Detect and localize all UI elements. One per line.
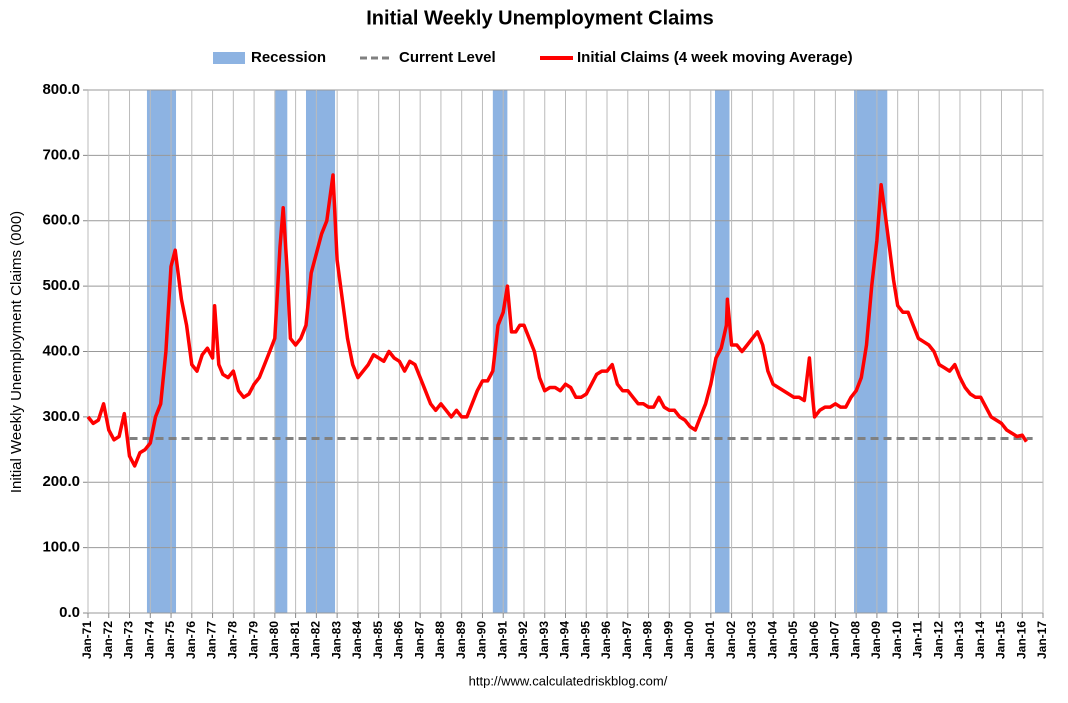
x-tick-label: Jan-17	[1035, 621, 1049, 659]
y-tick-label: 100.0	[42, 539, 80, 556]
x-tick-label: Jan-75	[163, 621, 177, 659]
x-tick-label: Jan-09	[869, 621, 883, 659]
x-tick-label: Jan-99	[661, 621, 675, 659]
x-tick-label: Jan-73	[122, 621, 136, 659]
series-line	[86, 173, 1028, 468]
y-tick-label: 400.0	[42, 342, 80, 359]
y-tick-label: 700.0	[42, 146, 80, 163]
y-tick-label: 0.0	[59, 604, 80, 621]
x-tick-label: Jan-03	[745, 621, 759, 659]
x-tick-label: Jan-91	[495, 621, 509, 659]
source: http://www.calculatedriskblog.com/	[469, 673, 668, 688]
x-tick-label: Jan-00	[682, 621, 696, 659]
x-tick-label: Jan-76	[184, 621, 198, 659]
x-tick-label: Jan-71	[80, 621, 94, 659]
x-tick-label: Jan-74	[142, 621, 156, 659]
x-tick-label: Jan-08	[848, 621, 862, 659]
y-tick-label: 500.0	[42, 277, 80, 294]
x-tick-label: Jan-72	[101, 621, 115, 659]
x-tick-label: Jan-82	[309, 621, 323, 659]
x-tick-label: Jan-10	[890, 621, 904, 659]
x-tick-label: Jan-96	[599, 621, 613, 659]
x-tick-label: Jan-77	[205, 621, 219, 659]
x-tick-label: Jan-13	[952, 621, 966, 659]
x-tick-label: Jan-02	[724, 621, 738, 659]
legend-label: Initial Claims (4 week moving Average)	[577, 49, 853, 66]
x-tick-label: Jan-81	[288, 621, 302, 659]
x-tick-label: Jan-14	[973, 621, 987, 659]
x-tick-label: Jan-97	[620, 621, 634, 659]
x-tick-label: Jan-05	[786, 621, 800, 659]
y-tick-label: 800.0	[42, 81, 80, 98]
x-tick-label: Jan-04	[765, 621, 779, 659]
x-tick-label: Jan-98	[641, 621, 655, 659]
y-tick-label: 300.0	[42, 408, 80, 425]
x-tick-label: Jan-92	[516, 621, 530, 659]
x-tick-label: Jan-86	[392, 621, 406, 659]
x-tick-label: Jan-79	[246, 621, 260, 659]
x-tick-label: Jan-78	[225, 621, 239, 659]
y-tick-label: 200.0	[42, 473, 80, 490]
x-tick-label: Jan-07	[828, 621, 842, 659]
x-tick-label: Jan-90	[475, 621, 489, 659]
y-axis-label: Initial Weekly Unemployment Claims (000)	[8, 211, 25, 493]
x-tick-label: Jan-06	[807, 621, 821, 659]
x-tick-label: Jan-87	[412, 621, 426, 659]
x-tick-label: Jan-83	[329, 621, 343, 659]
x-tick-label: Jan-85	[371, 621, 385, 659]
x-tick-label: Jan-89	[454, 621, 468, 659]
x-tick-label: Jan-16	[1014, 621, 1028, 659]
legend-label: Current Level	[399, 49, 496, 66]
x-tick-label: Jan-11	[911, 621, 925, 659]
legend-swatch	[213, 52, 245, 64]
legend-label: Recession	[251, 49, 326, 66]
x-tick-label: Jan-15	[994, 621, 1008, 659]
x-tick-label: Jan-94	[558, 621, 572, 659]
x-tick-label: Jan-01	[703, 621, 717, 659]
chart-title: Initial Weekly Unemployment Claims	[366, 7, 714, 29]
x-tick-label: Jan-88	[433, 621, 447, 659]
x-tick-label: Jan-80	[267, 621, 281, 659]
x-tick-label: Jan-93	[537, 621, 551, 659]
x-tick-label: Jan-95	[578, 621, 592, 659]
x-tick-label: Jan-84	[350, 621, 364, 659]
y-tick-label: 600.0	[42, 212, 80, 229]
x-tick-label: Jan-12	[931, 621, 945, 659]
